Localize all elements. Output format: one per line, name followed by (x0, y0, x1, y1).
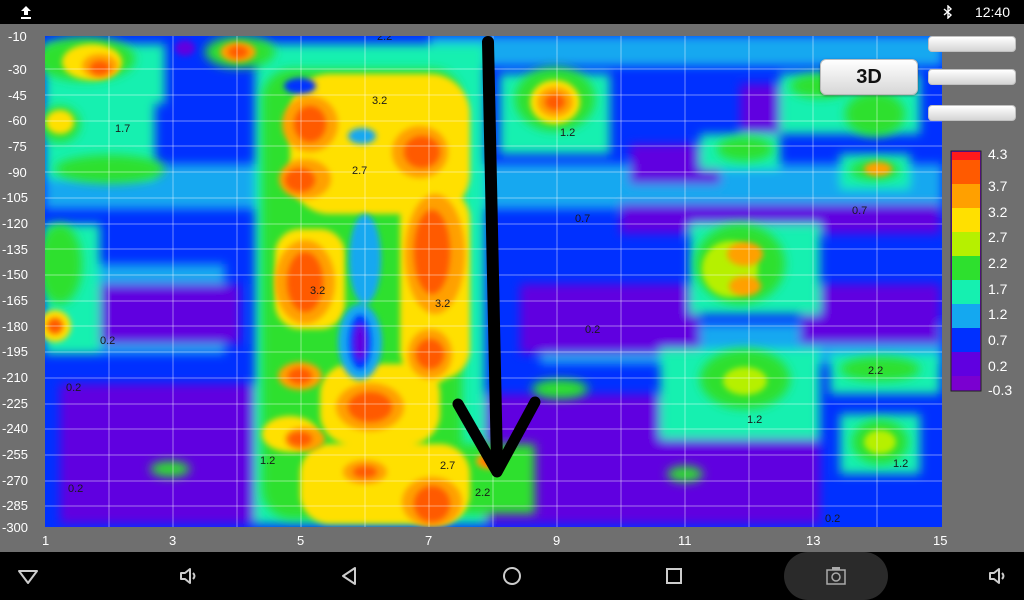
y-tick-label: -180 (2, 319, 28, 334)
app-area: 2.2 1.7 1.2 3.2 2.7 0.7 0.7 0.2 0.2 0.2 … (0, 24, 1024, 552)
annotation-arrow (452, 36, 541, 478)
y-tick-label: -10 (8, 29, 27, 44)
x-tick-label: 15 (933, 533, 947, 548)
y-tick-label: -90 (8, 165, 27, 180)
legend-label: 3.2 (988, 204, 1008, 220)
y-tick-label: -300 (2, 520, 28, 535)
contour-label: 1.2 (260, 455, 275, 467)
y-tick-label: -270 (2, 473, 28, 488)
view-3d-button[interactable]: 3D (820, 59, 918, 95)
legend-swatch (952, 352, 980, 376)
contour-label: 3.2 (435, 298, 450, 310)
screenshot-icon[interactable] (824, 564, 848, 588)
volume-down-icon[interactable] (177, 564, 201, 588)
home-icon[interactable] (500, 564, 524, 588)
heatmap-field: 2.2 1.7 1.2 3.2 2.7 0.7 0.7 0.2 0.2 0.2 … (45, 31, 942, 527)
y-tick-label: -75 (8, 139, 27, 154)
legend-label: -0.3 (988, 382, 1012, 398)
upload-icon (21, 6, 31, 19)
y-tick-label: -210 (2, 370, 28, 385)
status-time: 12:40 (974, 4, 1010, 20)
legend-swatch (952, 304, 980, 328)
contour-label: 2.2 (868, 365, 883, 377)
volume-up-icon[interactable] (986, 564, 1010, 588)
status-bar: 12:40 (0, 0, 1024, 24)
menu-bar-3[interactable] (928, 105, 1016, 121)
x-tick-label: 3 (169, 533, 176, 548)
x-tick-label: 5 (297, 533, 304, 548)
legend-swatch (952, 208, 980, 232)
contour-label: 1.2 (560, 127, 575, 139)
legend-label: 1.2 (988, 306, 1008, 322)
navigation-bar (0, 552, 1024, 600)
bluetooth-icon (943, 5, 953, 19)
contour-label: 2.7 (352, 165, 367, 177)
contour-label: 0.2 (585, 324, 600, 336)
legend-label: 3.7 (988, 178, 1008, 194)
legend-swatch (952, 280, 980, 304)
contour-label: 0.7 (575, 213, 590, 225)
y-tick-label: -30 (8, 62, 27, 77)
legend-swatch (952, 328, 980, 352)
legend-label: 0.2 (988, 358, 1008, 374)
y-tick-label: -195 (2, 344, 28, 359)
legend-label: 2.2 (988, 255, 1008, 271)
contour-label: 3.2 (310, 285, 325, 297)
contour-label: 0.2 (66, 382, 81, 394)
y-tick-label: -60 (8, 113, 27, 128)
back-icon[interactable] (337, 564, 361, 588)
contour-label: 1.2 (747, 414, 762, 426)
y-tick-label: -165 (2, 293, 28, 308)
legend-swatch (952, 376, 980, 390)
contour-label: 2.2 (377, 31, 392, 43)
legend-swatch (952, 184, 980, 208)
menu-bar-1[interactable] (928, 36, 1016, 52)
y-tick-label: -105 (2, 190, 28, 205)
x-tick-label: 9 (553, 533, 560, 548)
color-legend: 4.3 3.7 3.2 2.7 2.2 1.7 1.2 0.7 0.2 -0.3 (950, 146, 1012, 398)
heatmap-plot: 2.2 1.7 1.2 3.2 2.7 0.7 0.7 0.2 0.2 0.2 … (2, 29, 1012, 548)
legend-swatch (952, 256, 980, 280)
y-tick-label: -240 (2, 421, 28, 436)
y-tick-label: -45 (8, 88, 27, 103)
legend-label: 2.7 (988, 229, 1008, 245)
contour-label: 2.7 (440, 460, 455, 472)
hide-nav-icon[interactable] (16, 564, 40, 588)
contour-label: 0.7 (852, 205, 867, 217)
x-tick-label: 1 (42, 533, 49, 548)
y-tick-label: -150 (2, 267, 28, 282)
y-tick-label: -225 (2, 396, 28, 411)
menu-bar-2[interactable] (928, 69, 1016, 85)
contour-label: 0.2 (68, 483, 83, 495)
recents-icon[interactable] (662, 564, 686, 588)
contour-label: 0.2 (825, 513, 840, 525)
x-axis: 1 3 5 7 9 11 13 15 (42, 533, 947, 548)
legend-label: 4.3 (988, 146, 1008, 162)
contour-label: 2.2 (475, 487, 490, 499)
contour-label: 0.2 (100, 335, 115, 347)
legend-swatch (952, 152, 980, 160)
contour-labels: 2.2 1.7 1.2 3.2 2.7 0.7 0.7 0.2 0.2 0.2 … (66, 31, 908, 525)
y-axis: -10 -30 -45 -60 -75 -90 -105 -120 -135 -… (2, 29, 28, 535)
contour-label: 1.7 (115, 123, 130, 135)
contour-label: 3.2 (372, 95, 387, 107)
x-tick-label: 13 (806, 533, 820, 548)
y-tick-label: -120 (2, 216, 28, 231)
legend-label: 0.7 (988, 332, 1008, 348)
legend-swatch (952, 232, 980, 256)
y-tick-label: -285 (2, 498, 28, 513)
legend-label: 1.7 (988, 281, 1008, 297)
x-tick-label: 7 (425, 533, 432, 548)
x-tick-label: 11 (678, 533, 692, 548)
screenshot-button-bg (784, 552, 888, 600)
y-tick-label: -135 (2, 242, 28, 257)
y-tick-label: -255 (2, 447, 28, 462)
legend-swatch (952, 160, 980, 184)
contour-label: 1.2 (893, 458, 908, 470)
